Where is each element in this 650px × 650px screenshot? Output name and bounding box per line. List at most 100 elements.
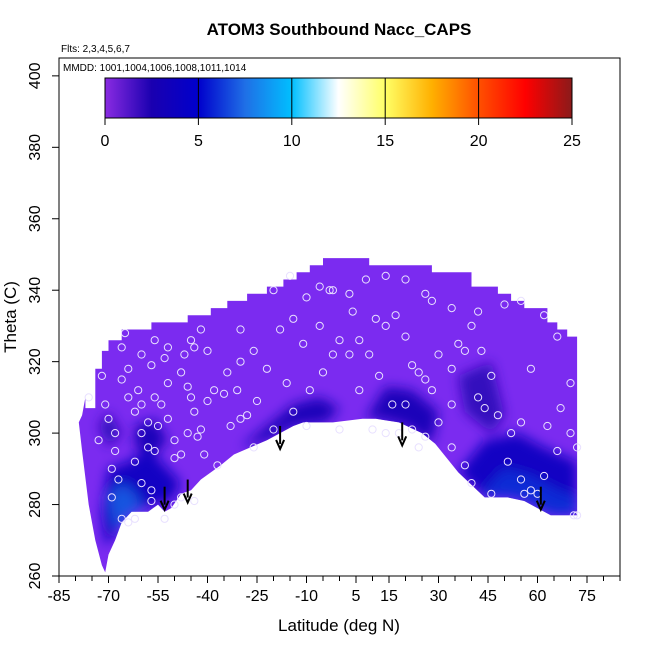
- obs-point: [150, 336, 159, 345]
- obs-point: [200, 450, 209, 459]
- obs-point: [434, 350, 443, 359]
- obs-point: [269, 425, 278, 434]
- obs-point: [190, 496, 199, 506]
- obs-point: [454, 339, 463, 348]
- obs-point: [447, 400, 456, 409]
- region-sh-pole: [98, 411, 122, 448]
- obs-point: [365, 350, 374, 359]
- obs-point: [276, 325, 285, 334]
- region-tropopause-south: [240, 397, 340, 448]
- obs-point: [516, 475, 526, 484]
- colorbar-tick-label: 5: [194, 133, 203, 150]
- obs-point: [447, 364, 456, 373]
- obs-point: [361, 275, 370, 284]
- obs-point: [226, 421, 235, 431]
- obs-point: [196, 325, 205, 334]
- obs-point: [219, 389, 229, 398]
- x-axis: -85 -70 -55 -40 -25 -10 5 15 30 45 60 75: [47, 576, 621, 605]
- obs-point: [540, 471, 549, 481]
- obs-point: [203, 346, 212, 355]
- obs-point: [282, 379, 291, 388]
- obs-point: [233, 386, 242, 395]
- obs-point: [157, 400, 166, 409]
- obs-point: [111, 429, 120, 438]
- obs-point: [516, 296, 526, 305]
- obs-point: [147, 361, 156, 370]
- x-tick-label: -85: [47, 588, 70, 605]
- obs-point: [381, 321, 390, 330]
- obs-point: [137, 479, 146, 488]
- obs-point: [543, 421, 552, 431]
- x-axis-label: Latitude (deg N): [278, 616, 400, 635]
- obs-point: [487, 371, 496, 380]
- obs-point: [150, 446, 159, 456]
- colorbar-tick-label: 15: [376, 133, 394, 150]
- region-sh-core: [108, 483, 142, 530]
- y-tick-label: 320: [27, 348, 44, 375]
- arrow-head: [275, 439, 286, 452]
- flights-note: Flts: 2,3,4,5,6,7: [61, 44, 130, 55]
- y-tick-label: 300: [27, 420, 44, 447]
- obs-point: [355, 386, 364, 395]
- obs-point: [150, 393, 159, 402]
- y-tick-label: 400: [27, 62, 44, 89]
- profile-arrow: [397, 422, 408, 448]
- y-axis: 260 280 300 320 340 360 380 400: [27, 62, 59, 589]
- obs-point: [507, 429, 516, 438]
- obs-point: [193, 432, 202, 441]
- obs-point: [556, 404, 565, 413]
- obs-point: [144, 443, 153, 452]
- obs-point: [516, 418, 526, 427]
- obs-point: [170, 436, 179, 445]
- obs-point: [414, 368, 423, 377]
- obs-point: [388, 400, 397, 409]
- arrow-head: [159, 500, 170, 513]
- profile-arrow: [535, 486, 546, 513]
- y-tick-label: 260: [27, 563, 44, 590]
- obs-point: [474, 393, 483, 402]
- obs-point: [186, 393, 196, 402]
- obs-point: [249, 443, 258, 452]
- obs-point: [137, 350, 146, 359]
- obs-point: [236, 414, 245, 423]
- x-tick-label: -70: [97, 588, 120, 605]
- x-tick-label: -55: [146, 588, 169, 605]
- field-layer: [78, 258, 578, 573]
- obs-point: [243, 411, 252, 420]
- obs-point: [371, 314, 380, 323]
- obs-point: [480, 404, 489, 413]
- x-tick-label: 60: [529, 588, 547, 605]
- obs-point: [345, 289, 354, 298]
- obs-point: [566, 379, 575, 388]
- obs-point: [114, 475, 123, 484]
- obs-point: [408, 361, 417, 370]
- obs-point: [573, 443, 582, 452]
- x-tick-label: 5: [352, 588, 361, 605]
- obs-point: [553, 332, 562, 341]
- x-tick-label: 45: [479, 588, 497, 605]
- obs-point: [111, 446, 120, 456]
- obs-point: [130, 457, 139, 466]
- obs-point: [177, 368, 186, 377]
- obs-point: [183, 382, 192, 391]
- colorbar: 0 5 10 15 20 25: [101, 77, 581, 150]
- obs-point: [325, 286, 334, 295]
- obs-point: [381, 429, 390, 438]
- obs-point: [203, 396, 212, 406]
- obs-point: [137, 429, 146, 438]
- obs-point: [460, 346, 469, 355]
- obs-point: [249, 346, 258, 355]
- obs-point: [252, 396, 262, 406]
- obs-point: [460, 461, 469, 470]
- x-tick-label: 15: [380, 588, 398, 605]
- region-sh-mid: [134, 418, 168, 455]
- obs-point: [318, 368, 328, 377]
- colorbar-tick-label: 25: [563, 133, 581, 150]
- obs-point: [285, 271, 295, 280]
- obs-point: [566, 429, 575, 438]
- arrow-head: [182, 493, 193, 506]
- obs-point: [315, 282, 324, 291]
- obs-point: [477, 346, 486, 355]
- obs-point: [130, 514, 139, 523]
